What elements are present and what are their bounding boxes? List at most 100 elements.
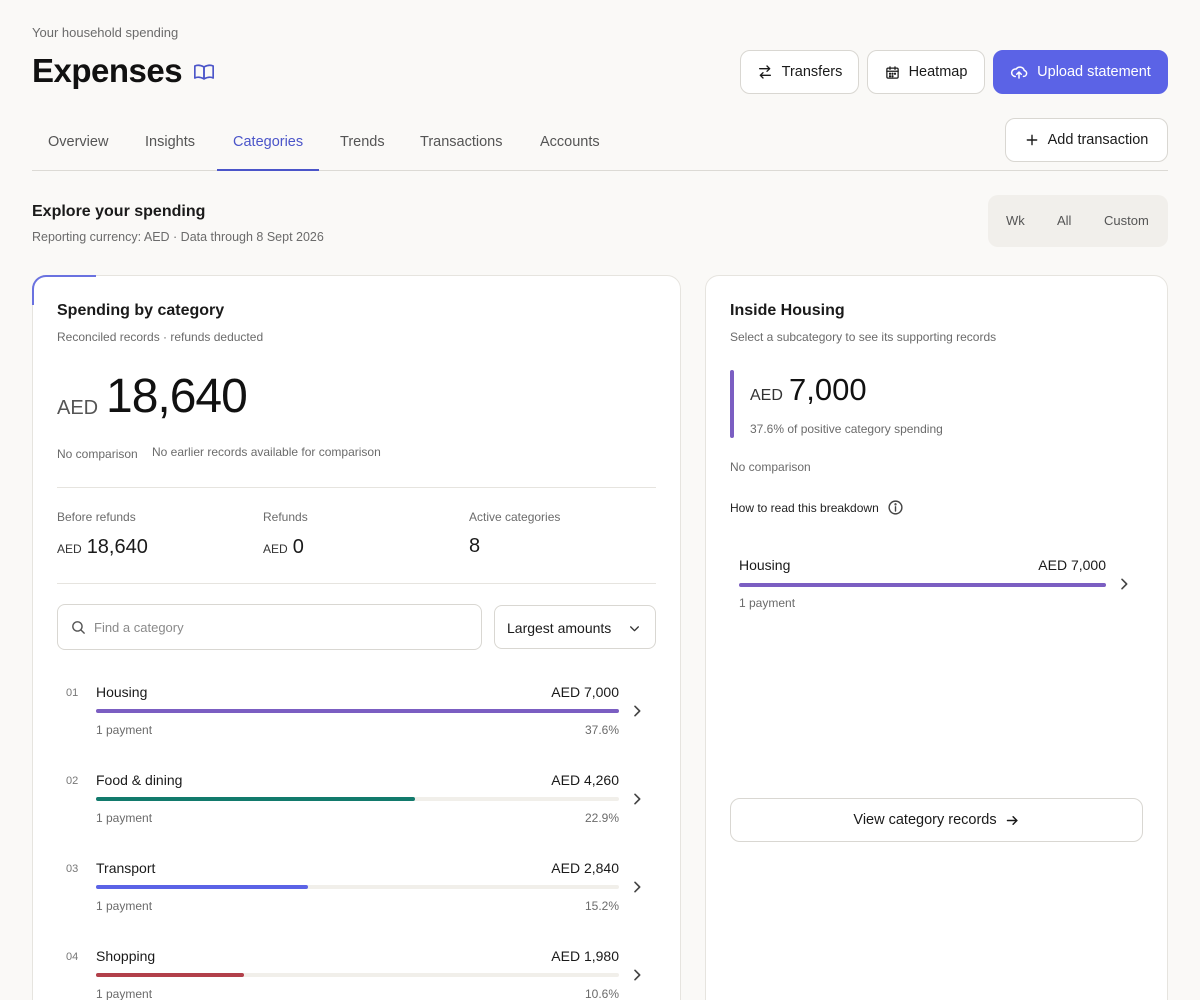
- refunds-label: Refunds: [263, 510, 308, 524]
- detail-accent-bar: [730, 370, 734, 438]
- refunds-amount: 0: [292, 536, 304, 558]
- chevron-right-icon: [634, 881, 641, 893]
- chevron-right-icon: [634, 793, 641, 805]
- info-icon: [888, 500, 903, 515]
- category-bar-track: [96, 973, 619, 977]
- category-bar-fill: [96, 885, 309, 889]
- category-payments: 1 payment: [96, 811, 153, 825]
- tab-trends[interactable]: Trends: [340, 134, 385, 150]
- category-payments: 1 payment: [96, 987, 153, 1000]
- view-records-label: View category records: [853, 812, 997, 828]
- category-name: Food & dining: [96, 772, 183, 788]
- tab-accounts[interactable]: Accounts: [540, 134, 600, 150]
- category-search: [57, 604, 482, 650]
- subcategory-row[interactable]: Housing AED 7,000 1 payment: [730, 548, 1143, 618]
- card-accent: [32, 275, 96, 305]
- range-all[interactable]: All: [1057, 213, 1072, 228]
- chevron-down-icon: [630, 626, 639, 632]
- subcategory-name: Housing: [739, 557, 791, 573]
- category-row[interactable]: 03 Transport AED 2,840 1 payment 15.2%: [57, 856, 657, 936]
- category-name: Housing: [96, 684, 148, 700]
- detail-comparison-label: No comparison: [730, 460, 811, 474]
- refunds-currency: AED: [263, 542, 288, 556]
- detail-subtitle: Select a subcategory to see its supporti…: [730, 330, 997, 344]
- search-icon: [72, 621, 85, 634]
- category-bar-fill: [96, 709, 619, 713]
- divider: [57, 583, 656, 584]
- upload-label: Upload statement: [1037, 64, 1151, 80]
- before-refunds-value: AED 18,640: [57, 536, 148, 559]
- tab-categories[interactable]: Categories: [217, 134, 320, 171]
- arrow-right-icon: [1006, 815, 1018, 825]
- plus-icon: [1026, 134, 1037, 146]
- total-amount: 18,640: [106, 370, 248, 423]
- explore-subtitle: Reporting currency: AED · Data through 8…: [32, 230, 324, 244]
- detail-currency: AED: [750, 387, 783, 404]
- before-refunds-amount: 18,640: [86, 536, 148, 558]
- tab-bar: Overview Insights Categories Trends Tran…: [32, 120, 1168, 171]
- category-row[interactable]: 02 Food & dining AED 4,260 1 payment 22.…: [57, 768, 657, 848]
- category-row[interactable]: 01 Housing AED 7,000 1 payment 37.6%: [57, 680, 657, 760]
- before-refunds-label: Before refunds: [57, 510, 136, 524]
- total-currency: AED: [57, 397, 99, 419]
- subcategory-payments: 1 payment: [739, 596, 796, 610]
- book-icon[interactable]: [193, 61, 215, 83]
- comparison-label: No comparison: [57, 447, 138, 461]
- range-selector: Wk All Custom: [988, 195, 1168, 247]
- explore-title: Explore your spending: [32, 203, 206, 220]
- transfer-icon: [758, 65, 771, 79]
- category-percent: 10.6%: [584, 987, 619, 1000]
- tab-overview[interactable]: Overview: [48, 134, 109, 150]
- breakdown-help-text: How to read this breakdown: [730, 500, 879, 515]
- detail-title: Inside Housing: [730, 302, 845, 319]
- range-week[interactable]: Wk: [1006, 213, 1025, 228]
- search-input[interactable]: [94, 605, 474, 649]
- category-index: 03: [66, 863, 79, 875]
- active-categories-label: Active categories: [469, 510, 561, 524]
- category-row[interactable]: 04 Shopping AED 1,980 1 payment 10.6%: [57, 944, 657, 1000]
- tab-transactions[interactable]: Transactions: [420, 134, 503, 150]
- category-index: 02: [66, 775, 79, 787]
- category-percent: 37.6%: [584, 723, 619, 737]
- cloud-upload-icon: [1011, 66, 1028, 79]
- detail-amount: 7,000: [789, 372, 867, 407]
- category-name: Transport: [96, 860, 156, 876]
- subcategory-bar-track: [739, 583, 1106, 587]
- category-payments: 1 payment: [96, 899, 153, 913]
- spending-title: Spending by category: [57, 302, 225, 319]
- sort-select[interactable]: Largest amounts: [494, 605, 656, 649]
- tab-insights[interactable]: Insights: [145, 134, 195, 150]
- category-amount: AED 1,980: [551, 948, 619, 964]
- sort-selected-value: Largest amounts: [507, 620, 612, 636]
- transfers-button[interactable]: Transfers: [740, 50, 859, 94]
- category-amount: AED 2,840: [551, 860, 619, 876]
- comparison-note: No earlier records available for compari…: [152, 445, 381, 459]
- refunds-value: AED 0: [263, 536, 304, 559]
- view-category-records-button[interactable]: View category records: [730, 798, 1143, 842]
- chevron-right-icon: [634, 969, 641, 981]
- heatmap-label: Heatmap: [908, 64, 968, 80]
- add-transaction-button[interactable]: Add transaction: [1005, 118, 1168, 162]
- before-refunds-currency: AED: [57, 542, 82, 556]
- upload-statement-button[interactable]: Upload statement: [993, 50, 1168, 94]
- page-title: Expenses: [32, 52, 183, 89]
- category-detail-card: [705, 275, 1168, 1000]
- active-categories-value: 8: [469, 535, 481, 557]
- transfers-label: Transfers: [781, 64, 843, 80]
- category-bar-fill: [96, 797, 415, 801]
- category-percent: 22.9%: [584, 811, 619, 825]
- chevron-right-icon: [634, 705, 641, 717]
- category-percent: 15.2%: [584, 899, 619, 913]
- category-payments: 1 payment: [96, 723, 153, 737]
- category-bar-track: [96, 709, 619, 713]
- breakdown-help[interactable]: How to read this breakdown: [730, 499, 904, 516]
- chevron-right-icon: [1121, 578, 1128, 590]
- heatmap-button[interactable]: Heatmap: [867, 50, 985, 94]
- category-bar-track: [96, 885, 619, 889]
- spending-subtitle: Reconciled records · refunds deducted: [57, 330, 264, 344]
- category-bar-fill: [96, 973, 244, 977]
- range-custom[interactable]: Custom: [1104, 213, 1149, 228]
- category-amount: AED 4,260: [551, 772, 619, 788]
- calendar-icon: [885, 65, 899, 79]
- page-eyebrow: Your household spending: [32, 25, 179, 40]
